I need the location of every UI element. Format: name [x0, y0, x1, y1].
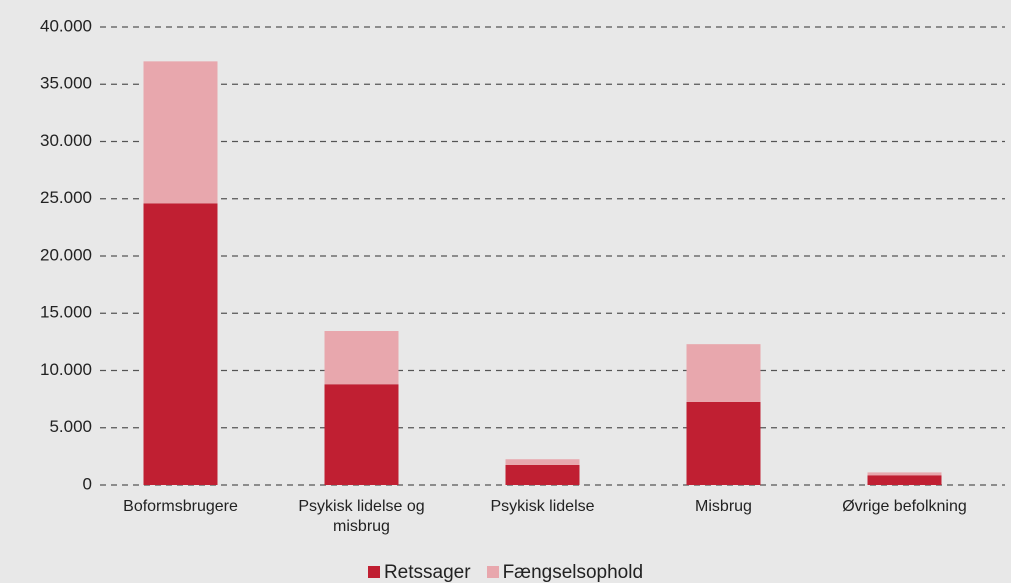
bar-segment	[867, 475, 942, 485]
y-tick-label: 10.000	[40, 360, 92, 379]
x-tick-label: Øvrige befolkning	[842, 498, 967, 515]
legend-item: Retssager	[367, 562, 471, 583]
x-tick-label: Psykisk lidelse og misbrug	[298, 498, 425, 535]
bar-segment	[686, 344, 761, 402]
y-tick-label: 30.000	[40, 131, 92, 150]
y-tick-label: 0	[83, 474, 92, 493]
x-tick-label: Psykisk lidelse	[490, 498, 595, 515]
legend: Retssager Fængselsophold	[0, 562, 1011, 583]
legend-label: Retssager	[383, 562, 471, 583]
y-tick-label: 5.000	[49, 417, 92, 436]
y-tick-label: 35.000	[40, 74, 92, 93]
legend-item: Fængselsophold	[486, 562, 644, 583]
legend-label: Fængselsophold	[502, 562, 644, 583]
y-tick-label: 25.000	[40, 188, 92, 207]
bar-segment	[143, 61, 218, 204]
y-tick-label: 40.000	[40, 16, 92, 35]
bar-segment	[324, 330, 399, 385]
bar-segment	[686, 401, 761, 485]
y-tick-label: 20.000	[40, 245, 92, 264]
bar-segment	[143, 203, 218, 485]
x-tick-label: Boformsbrugere	[123, 498, 238, 515]
legend-swatch	[367, 566, 380, 578]
bar-segment	[324, 384, 399, 485]
bar-segment	[867, 472, 942, 476]
x-tick-label: Misbrug	[695, 498, 752, 515]
legend-swatch	[486, 566, 499, 578]
bar-segment	[505, 459, 580, 465]
bar-segment	[505, 464, 580, 485]
y-tick-label: 15.000	[40, 303, 92, 322]
